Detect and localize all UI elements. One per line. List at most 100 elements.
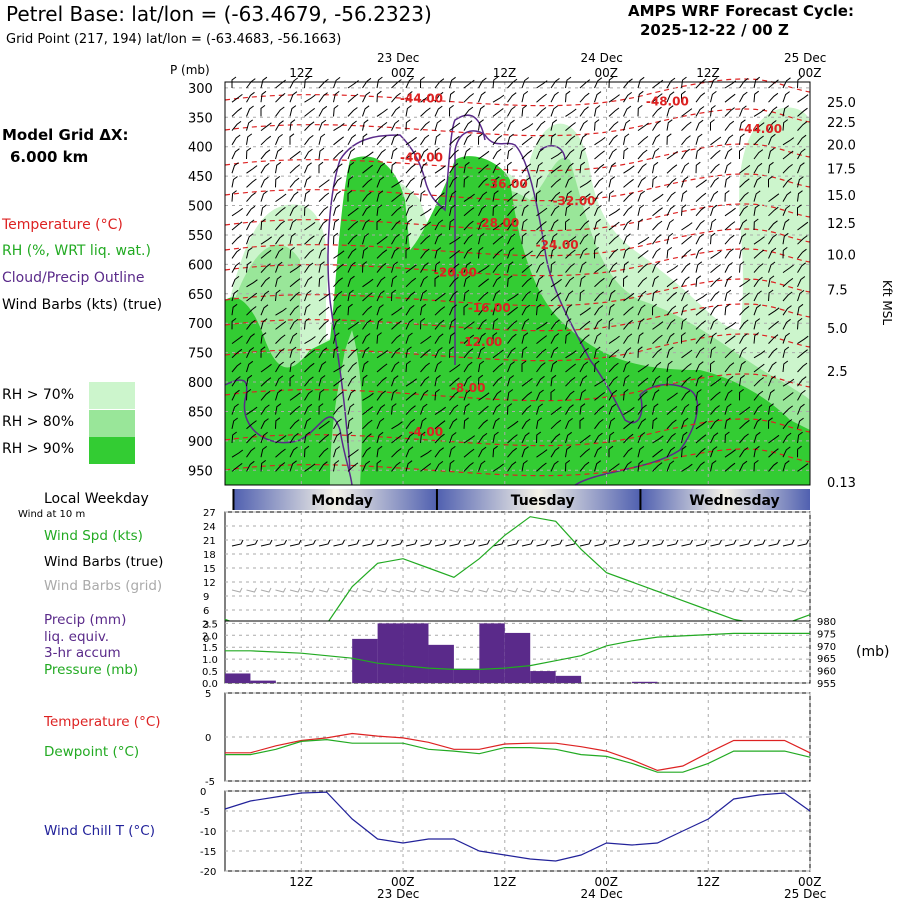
day-band-label: Tuesday <box>511 493 575 509</box>
wind-barb <box>623 119 631 131</box>
wind-barb <box>724 417 731 429</box>
wind-speed-tick-label: 21 <box>203 536 216 547</box>
wind-barb <box>376 218 382 230</box>
wind-barb <box>362 278 374 288</box>
wind-barb <box>260 149 271 160</box>
wind-barb <box>420 303 427 316</box>
local-weekday-label: Local Weekday <box>44 491 149 507</box>
wind-barb <box>724 321 737 330</box>
wind-barb <box>768 234 777 245</box>
wind-barb <box>695 434 707 444</box>
pressure-tick-label: 970 <box>817 642 836 653</box>
wind-barb <box>434 389 440 401</box>
wind-barb <box>652 93 663 103</box>
wind-barb <box>478 219 486 231</box>
wind-barb <box>623 133 630 145</box>
wind-barb <box>608 208 621 217</box>
wind-barb <box>420 208 432 217</box>
wind-barb <box>782 291 793 302</box>
wind-barb <box>739 389 744 401</box>
wind-barb <box>608 148 617 160</box>
wind-barb <box>623 347 632 359</box>
wind-barb <box>579 403 586 415</box>
wind-barb <box>318 179 330 188</box>
wind-barb <box>405 177 415 188</box>
wind-barb <box>681 108 693 117</box>
wind-barb <box>434 292 446 302</box>
rh-legend-swatch <box>89 382 135 409</box>
wind-barb <box>507 320 518 330</box>
wind-barb <box>594 218 601 231</box>
wind-barb <box>652 106 662 117</box>
wind-barb <box>724 162 732 174</box>
wind-barb <box>565 76 572 89</box>
wind-barb <box>304 148 313 160</box>
wind-barb <box>449 404 459 415</box>
wind-barb <box>579 261 587 273</box>
wind-barb <box>376 90 382 103</box>
wind-barb <box>521 91 529 103</box>
wind-barb <box>739 347 747 358</box>
wind-barb <box>362 433 372 444</box>
wind-barb <box>782 232 789 245</box>
surface-wind-barb <box>333 539 345 547</box>
wind-barb <box>420 94 432 103</box>
wind-barb <box>637 460 644 472</box>
wind-barb <box>608 190 615 202</box>
wind-barb <box>550 305 561 316</box>
wind-barb <box>260 76 268 89</box>
wind-barb <box>231 449 244 458</box>
wind-barb <box>333 204 340 216</box>
wind-barb <box>318 447 329 458</box>
wind-barb <box>463 93 474 103</box>
height-tick-label: 15.0 <box>827 189 856 204</box>
wind-barb <box>695 447 706 458</box>
wind-barb <box>782 191 792 202</box>
dewpoint-label: Dewpoint (°C) <box>44 744 140 760</box>
precip-bar <box>530 671 556 683</box>
wind-barb <box>478 319 487 330</box>
wind-barb <box>797 403 805 415</box>
wind-speed-tick-label: 27 <box>203 508 216 519</box>
wind-barb <box>565 236 577 245</box>
day-band-label: Monday <box>311 493 373 509</box>
wind-barb <box>666 360 673 373</box>
wind-barb <box>304 176 311 188</box>
wind-barb <box>652 261 660 273</box>
wind-barb <box>797 190 803 202</box>
wind-barb <box>289 164 301 174</box>
surface-grid-wind-barb <box>492 587 504 593</box>
wind-barb <box>231 417 238 429</box>
wind-barb <box>565 176 573 188</box>
wind-barb <box>579 106 589 117</box>
wind-barb <box>260 432 268 444</box>
wind-barb <box>449 218 455 231</box>
wind-barb <box>753 176 762 188</box>
day-band-label: Wednesday <box>689 493 779 509</box>
surface-grid-wind-barb <box>637 587 649 593</box>
wind-barb <box>449 76 456 89</box>
surface-wind-barb <box>347 539 360 547</box>
temperature-tick-label: -5 <box>205 777 215 788</box>
wind-barb <box>246 374 253 387</box>
wind-barb <box>550 247 557 259</box>
wind-barb <box>289 305 299 316</box>
wind-barb <box>376 318 383 330</box>
wind-barb <box>695 361 704 373</box>
wind-barb <box>304 431 311 444</box>
wind-barb <box>594 119 600 131</box>
wind-barb <box>318 306 330 316</box>
wind-barb <box>710 150 721 160</box>
wind-barb <box>347 176 354 188</box>
wind-barb <box>652 176 658 188</box>
height-tick-label: 2.5 <box>827 365 848 380</box>
wind-barb <box>565 390 575 401</box>
wind-barb <box>376 76 383 89</box>
wind-barb <box>768 289 774 302</box>
wind-barb <box>507 147 513 160</box>
dewpoint-line <box>225 738 811 773</box>
wind-barb <box>391 434 403 444</box>
wind-barb <box>507 179 519 188</box>
wind-barb <box>594 91 602 103</box>
wind-barb <box>521 190 530 202</box>
